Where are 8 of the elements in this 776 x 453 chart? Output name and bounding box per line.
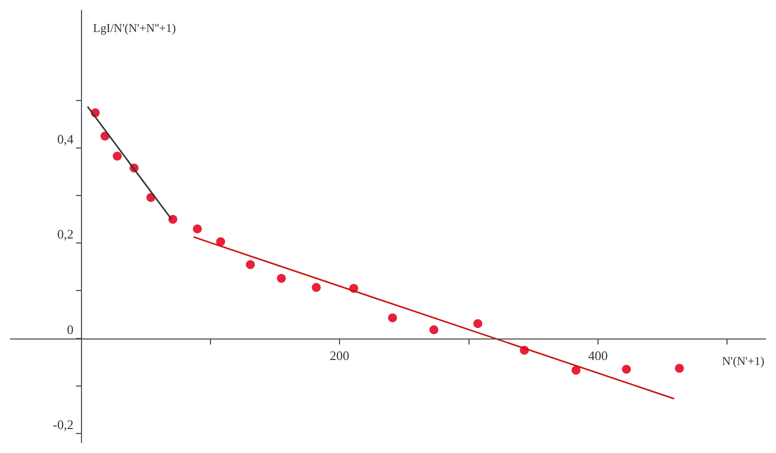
y-tick-label: -0,2 bbox=[52, 417, 74, 432]
y-tick-label: 0,4 bbox=[57, 132, 74, 147]
y-tick-label: 0,2 bbox=[57, 226, 74, 242]
x-tick-label: 400 bbox=[588, 348, 608, 363]
y-tick-label: 0 bbox=[66, 322, 74, 337]
y-axis-title: LgI/N'(N'+N''+1) bbox=[93, 21, 176, 35]
x-tick-label: 200 bbox=[330, 348, 350, 363]
x-axis-title: N'(N'+1) bbox=[722, 354, 764, 368]
